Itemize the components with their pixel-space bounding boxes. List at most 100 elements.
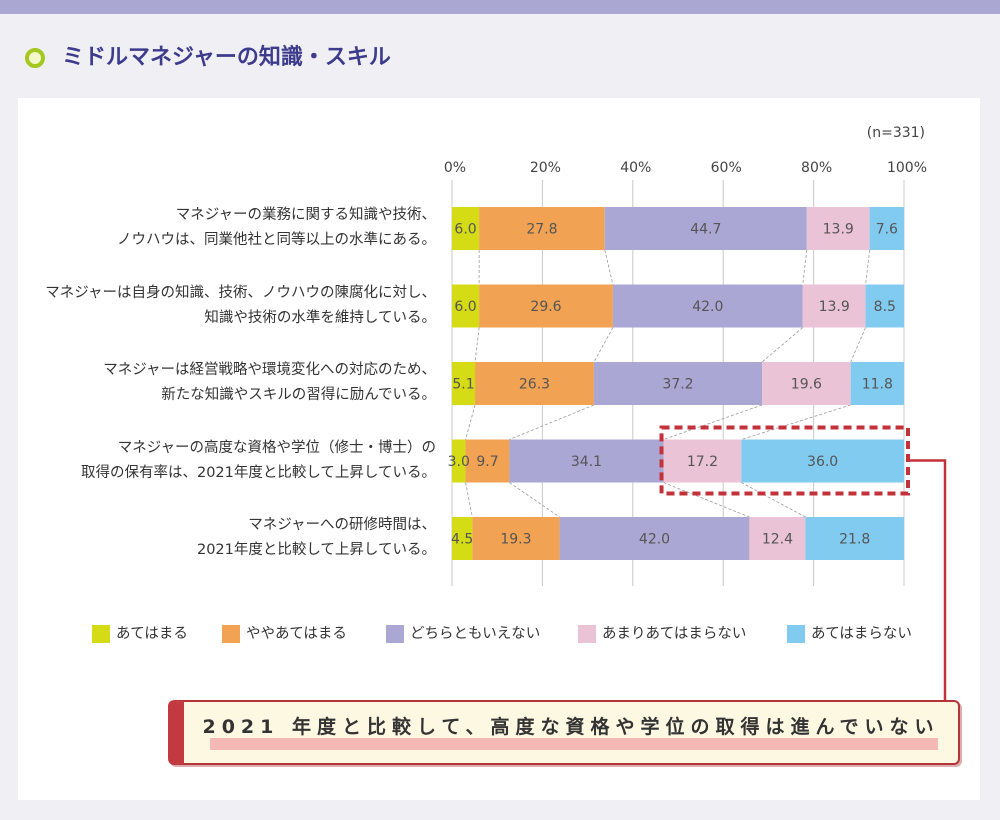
legend-label: ややあてはまる <box>246 626 347 642</box>
data-label: 37.2 <box>662 377 693 393</box>
category-label: マネジャーの高度な資格や学位（修士・博士）の 取得の保有率は、2021年度と比較… <box>80 439 436 481</box>
legend-item: ややあてはまる <box>222 625 347 643</box>
connector-line <box>465 404 476 440</box>
bar-segment <box>802 284 866 328</box>
data-label: 34.1 <box>571 454 602 470</box>
bars <box>452 207 904 560</box>
data-label: 26.3 <box>519 377 550 393</box>
legend-swatch <box>787 625 805 643</box>
category-label: マネジャーの業務に関する知識や技術、 ノウハウは、同業他社と同等以上の水準にある… <box>117 207 436 248</box>
bar-segment <box>472 517 560 560</box>
x-axis-ticks: 0% 20% 40% 60% 80% 100% <box>444 160 927 176</box>
bar-segment <box>479 207 605 250</box>
bar-segment <box>593 362 763 405</box>
bar-segment <box>559 517 750 560</box>
data-label: 44.7 <box>690 222 721 238</box>
connector-line <box>761 327 804 363</box>
data-label: 27.8 <box>526 222 557 238</box>
bar-segment <box>465 439 510 483</box>
bar-segment <box>452 207 480 250</box>
connector-line <box>802 249 808 285</box>
category-label: マネジャーは経営戦略や環境変化への対応のため、 新たな知識やスキルの習得に励んで… <box>103 362 436 403</box>
ring-bullet-icon <box>25 48 45 68</box>
connector-line <box>741 482 806 518</box>
data-label: 19.6 <box>791 377 822 393</box>
bar-segment <box>741 439 904 483</box>
legend-swatch <box>386 625 404 643</box>
bar-segment <box>509 439 664 483</box>
data-label: 29.6 <box>530 299 561 315</box>
legend-item: あまりあてはまらない <box>578 625 746 643</box>
data-labels: 6.0 27.8 44.7 13.9 7.6 6.0 29.6 42.0 13.9 8.5 5.1 2… <box>448 222 898 548</box>
connector-line <box>850 327 866 363</box>
bar-segment <box>865 284 904 328</box>
connector-line <box>465 482 473 518</box>
legend-label: あてはまらない <box>811 626 912 642</box>
data-label: 7.6 <box>876 222 898 238</box>
bar-segment <box>850 362 904 405</box>
bar-segment <box>805 517 904 560</box>
bar-segment <box>806 207 870 250</box>
sample-size-note: (n=331) <box>867 125 925 141</box>
callout-box: 2021 年度と比較して、高度な資格や学位の取得は進んでいない <box>168 700 960 765</box>
legend-item: どちらともいえない <box>386 625 540 643</box>
data-label: 42.0 <box>692 299 723 315</box>
bar-segment <box>604 207 807 250</box>
data-label: 3.0 <box>448 454 470 470</box>
bar-segment <box>475 362 594 405</box>
data-label: 17.2 <box>687 454 718 470</box>
data-label: 5.1 <box>452 377 474 393</box>
x-tick-label: 60% <box>711 160 742 176</box>
x-tick-label: 80% <box>801 160 832 176</box>
legend-label: どちらともいえない <box>410 626 541 642</box>
legend-item: あてはまる <box>92 625 188 643</box>
data-label: 9.7 <box>476 454 498 470</box>
connector-line <box>474 327 480 363</box>
bar-segment <box>762 362 851 405</box>
data-label: 12.4 <box>762 532 793 548</box>
data-label: 11.8 <box>862 377 893 393</box>
x-tick-label: 0% <box>444 160 466 176</box>
legend-swatch <box>92 625 110 643</box>
connector-line <box>509 404 595 440</box>
bar-segment <box>869 207 904 250</box>
data-label: 4.5 <box>451 532 473 548</box>
data-label: 8.5 <box>874 299 896 315</box>
connector-line <box>604 249 614 285</box>
bar-segment <box>479 284 613 328</box>
callout-connector-line <box>908 459 947 700</box>
bar-segment <box>452 517 473 560</box>
bar-segment <box>612 284 803 328</box>
connector-line <box>593 327 614 363</box>
category-label: マネジャーへの研修時間は、 2021年度と比較して上昇している。 <box>196 517 436 558</box>
connector-line <box>741 404 851 440</box>
data-label: 13.9 <box>823 222 854 238</box>
legend-label: あまりあてはまらない <box>602 626 747 642</box>
data-label: 21.8 <box>839 532 870 548</box>
top-accent-bar <box>0 0 1000 14</box>
data-label: 6.0 <box>454 222 476 238</box>
bar-segment <box>452 284 480 328</box>
callout-marker-highlight <box>210 738 938 750</box>
bar-segment <box>663 439 742 483</box>
data-label: 6.0 <box>454 299 476 315</box>
page-title: ミドルマネジャーの知識・スキル <box>62 45 391 70</box>
connector-line <box>865 249 871 285</box>
connector-line <box>509 482 560 518</box>
bar-segment <box>452 439 466 483</box>
data-label: 13.9 <box>819 299 850 315</box>
data-label: 36.0 <box>807 454 838 470</box>
x-tick-label: 20% <box>530 160 561 176</box>
connector-lines <box>465 249 871 518</box>
legend-label: あてはまる <box>116 626 188 642</box>
legend-swatch <box>578 625 596 643</box>
data-label: 19.3 <box>500 532 531 548</box>
x-tick-label: 40% <box>620 160 651 176</box>
connector-line <box>663 404 763 440</box>
category-label: マネジャーは自身の知識、技術、ノウハウの陳腐化に対し、 知識や技術の水準を維持し… <box>45 284 436 326</box>
legend-swatch <box>222 625 240 643</box>
x-tick-label: 100% <box>887 160 927 176</box>
data-label: 42.0 <box>639 532 670 548</box>
